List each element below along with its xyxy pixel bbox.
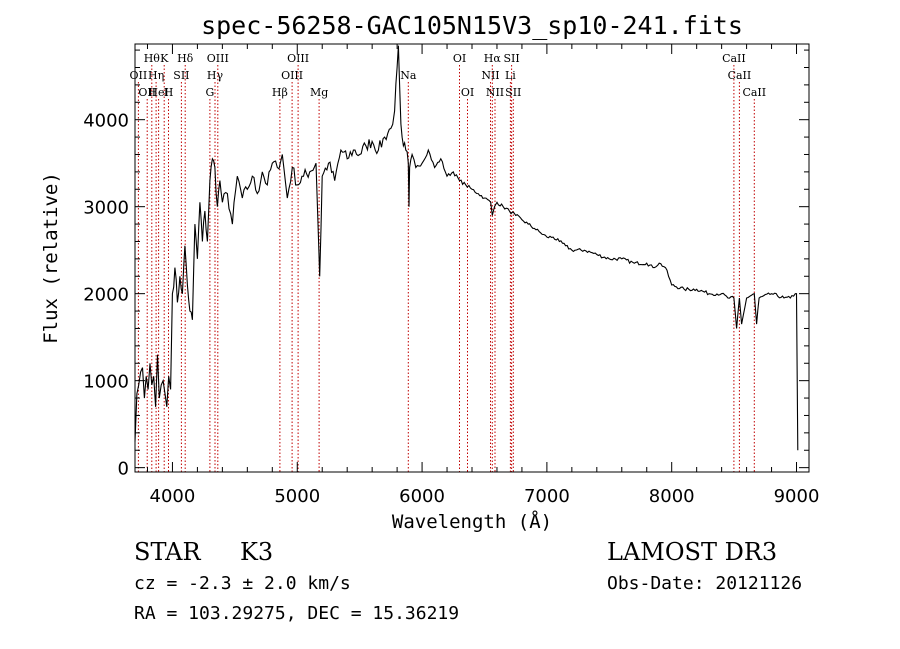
- x-tick-label: 5000: [274, 486, 320, 507]
- x-tick-label: 6000: [399, 486, 445, 507]
- y-tick-label: 0: [118, 459, 129, 480]
- spectral-line-label: OIII: [287, 52, 309, 65]
- ra-dec-coordinates: RA = 103.29275, DEC = 15.36219: [134, 603, 460, 624]
- chart-title: spec-56258-GAC105N15V3_sp10-241.fits: [201, 11, 743, 40]
- spectrum-line: [134, 45, 799, 451]
- x-tick-label: 4000: [150, 486, 196, 507]
- x-axis: 4000 5000 6000 7000 8000 9000: [146, 44, 820, 507]
- x-axis-label: Wavelength (Å): [392, 510, 552, 533]
- object-subclass: K3: [240, 538, 274, 566]
- spectral-line-label: K: [160, 52, 169, 65]
- y-tick-label: 1000: [83, 372, 129, 393]
- y-axis-label: Flux (relative): [40, 172, 62, 344]
- x-tick-label: 9000: [774, 486, 820, 507]
- spectral-line-label: OI: [461, 86, 474, 99]
- y-tick-label: 3000: [83, 198, 129, 219]
- spectral-line-label: Hδ: [177, 52, 194, 65]
- spectral-line-label: Hη: [148, 69, 164, 82]
- spectral-line-label: NII: [486, 86, 504, 99]
- spectral-line-label: Mg: [310, 86, 328, 99]
- spectral-line-label: Hθ: [144, 52, 161, 65]
- spectral-line-label: CaII: [722, 52, 746, 65]
- observation-date: Obs-Date: 20121126: [607, 573, 803, 594]
- spectral-line-label: Li: [505, 69, 516, 82]
- spectral-line-label: Na: [400, 69, 417, 82]
- x-tick-label: 8000: [649, 486, 695, 507]
- spectral-line-label: H: [164, 86, 174, 99]
- spectral-line-label: OI: [453, 52, 466, 65]
- spectral-line-label: CaII: [742, 86, 766, 99]
- x-tick-label: 7000: [524, 486, 570, 507]
- spectral-line-label: Hγ: [207, 69, 224, 82]
- y-axis: 0 1000 2000 3000 4000: [83, 49, 809, 480]
- spectral-line-label: OII: [130, 69, 148, 82]
- object-class: STAR: [134, 538, 201, 566]
- y-tick-label: 2000: [83, 285, 129, 306]
- y-tick-label: 4000: [83, 111, 129, 132]
- survey-name: LAMOST DR3: [607, 538, 778, 566]
- spectral-line-annotations: OII OII Hθ Hη HeI K H SII Hδ G Hγ OIII Hβ OIII OIII Mg N…: [130, 52, 766, 472]
- plot-frame: [134, 43, 810, 473]
- spectral-line-label: CaII: [728, 69, 752, 82]
- spectral-line-label: OIII: [281, 69, 303, 82]
- spectral-line-label: OIII: [207, 52, 229, 65]
- redshift-cz: cz = -2.3 ± 2.0 km/s: [134, 573, 351, 594]
- spectral-line-label: HeI: [148, 86, 168, 99]
- spectral-line-label: Hβ: [272, 86, 288, 99]
- spectral-line-label: SII: [173, 69, 189, 82]
- spectral-line-label: SII: [503, 52, 519, 65]
- spectral-line-label: NII: [481, 69, 499, 82]
- spectral-line-label: SII: [505, 86, 521, 99]
- spectral-line-label: Hα: [484, 52, 502, 65]
- spectral-line-label: G: [206, 86, 215, 99]
- spectral-line-label: OII: [138, 86, 156, 99]
